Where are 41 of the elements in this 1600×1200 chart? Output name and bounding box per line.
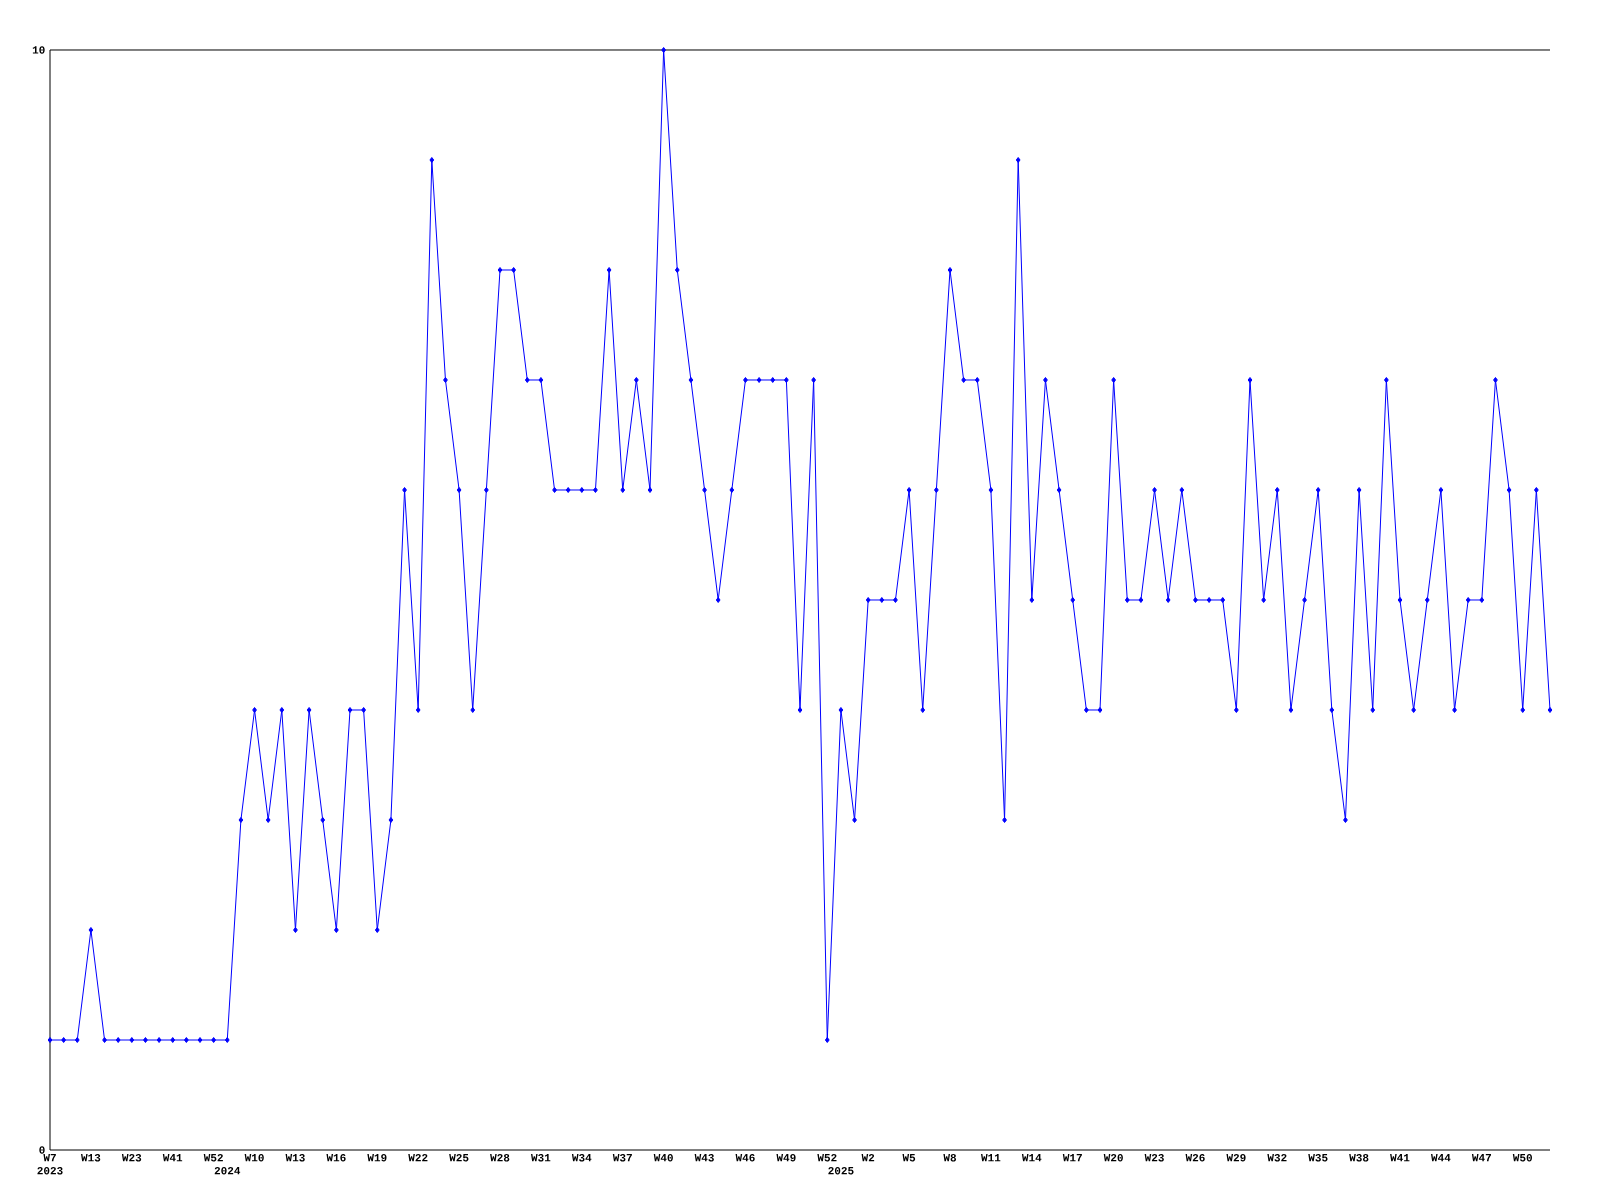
x-tick-label: W44 [1431, 1154, 1451, 1162]
y-tick-label: 0 [39, 1146, 45, 1154]
x-tick-label: W49 [776, 1154, 796, 1162]
x-tick-label: W46 [735, 1154, 755, 1162]
x-tick-label: W28 [490, 1154, 510, 1162]
x-tick-label: W34 [571, 1154, 592, 1162]
x-tick-label: W52 [817, 1154, 837, 1162]
x-tick-label: W50 [1512, 1154, 1532, 1162]
x-tick-label: W13 [285, 1154, 305, 1162]
x-tick-label: W16 [326, 1154, 346, 1162]
x-tick-label: W25 [449, 1154, 469, 1162]
x-tick-label: 2024 [214, 1167, 241, 1175]
x-tick-label: W5 [902, 1154, 916, 1162]
x-tick-label: W14 [1021, 1154, 1042, 1162]
x-tick-label: W41 [162, 1154, 183, 1162]
x-tick-label: W23 [1144, 1154, 1164, 1162]
x-tick-label: W38 [1349, 1154, 1369, 1162]
x-tick-label: W11 [981, 1154, 1001, 1162]
x-tick-label: W23 [121, 1154, 142, 1162]
x-tick-label: 2025 [828, 1167, 854, 1175]
x-tick-label: W43 [694, 1154, 714, 1162]
x-tick-label: W32 [1267, 1154, 1287, 1162]
x-tick-label: W40 [653, 1154, 673, 1162]
x-tick-label: W20 [1103, 1154, 1123, 1162]
x-tick-label: W29 [1226, 1154, 1246, 1162]
x-tick-label: W47 [1471, 1154, 1491, 1162]
x-tick-label: W35 [1308, 1154, 1328, 1162]
x-tick-label: W7 2023 [37, 1154, 63, 1175]
x-tick-label: W26 [1185, 1154, 1205, 1162]
x-tick-label: W19 [367, 1154, 387, 1162]
x-tick-label: W13 [81, 1154, 101, 1162]
x-tick-label: W10 [244, 1154, 264, 1162]
x-tick-label: W41 [1390, 1154, 1410, 1162]
x-tick-label: W31 [531, 1154, 551, 1162]
x-tick-label: W8 [943, 1154, 957, 1162]
x-tick-label: W2 [861, 1154, 875, 1162]
y-tick-label: 10 [32, 46, 45, 54]
x-tick-label: W52 [203, 1154, 223, 1162]
x-tick-label: W37 [612, 1154, 632, 1162]
x-tick-label: W22 [408, 1154, 428, 1162]
x-tick-label: W17 [1062, 1154, 1082, 1162]
